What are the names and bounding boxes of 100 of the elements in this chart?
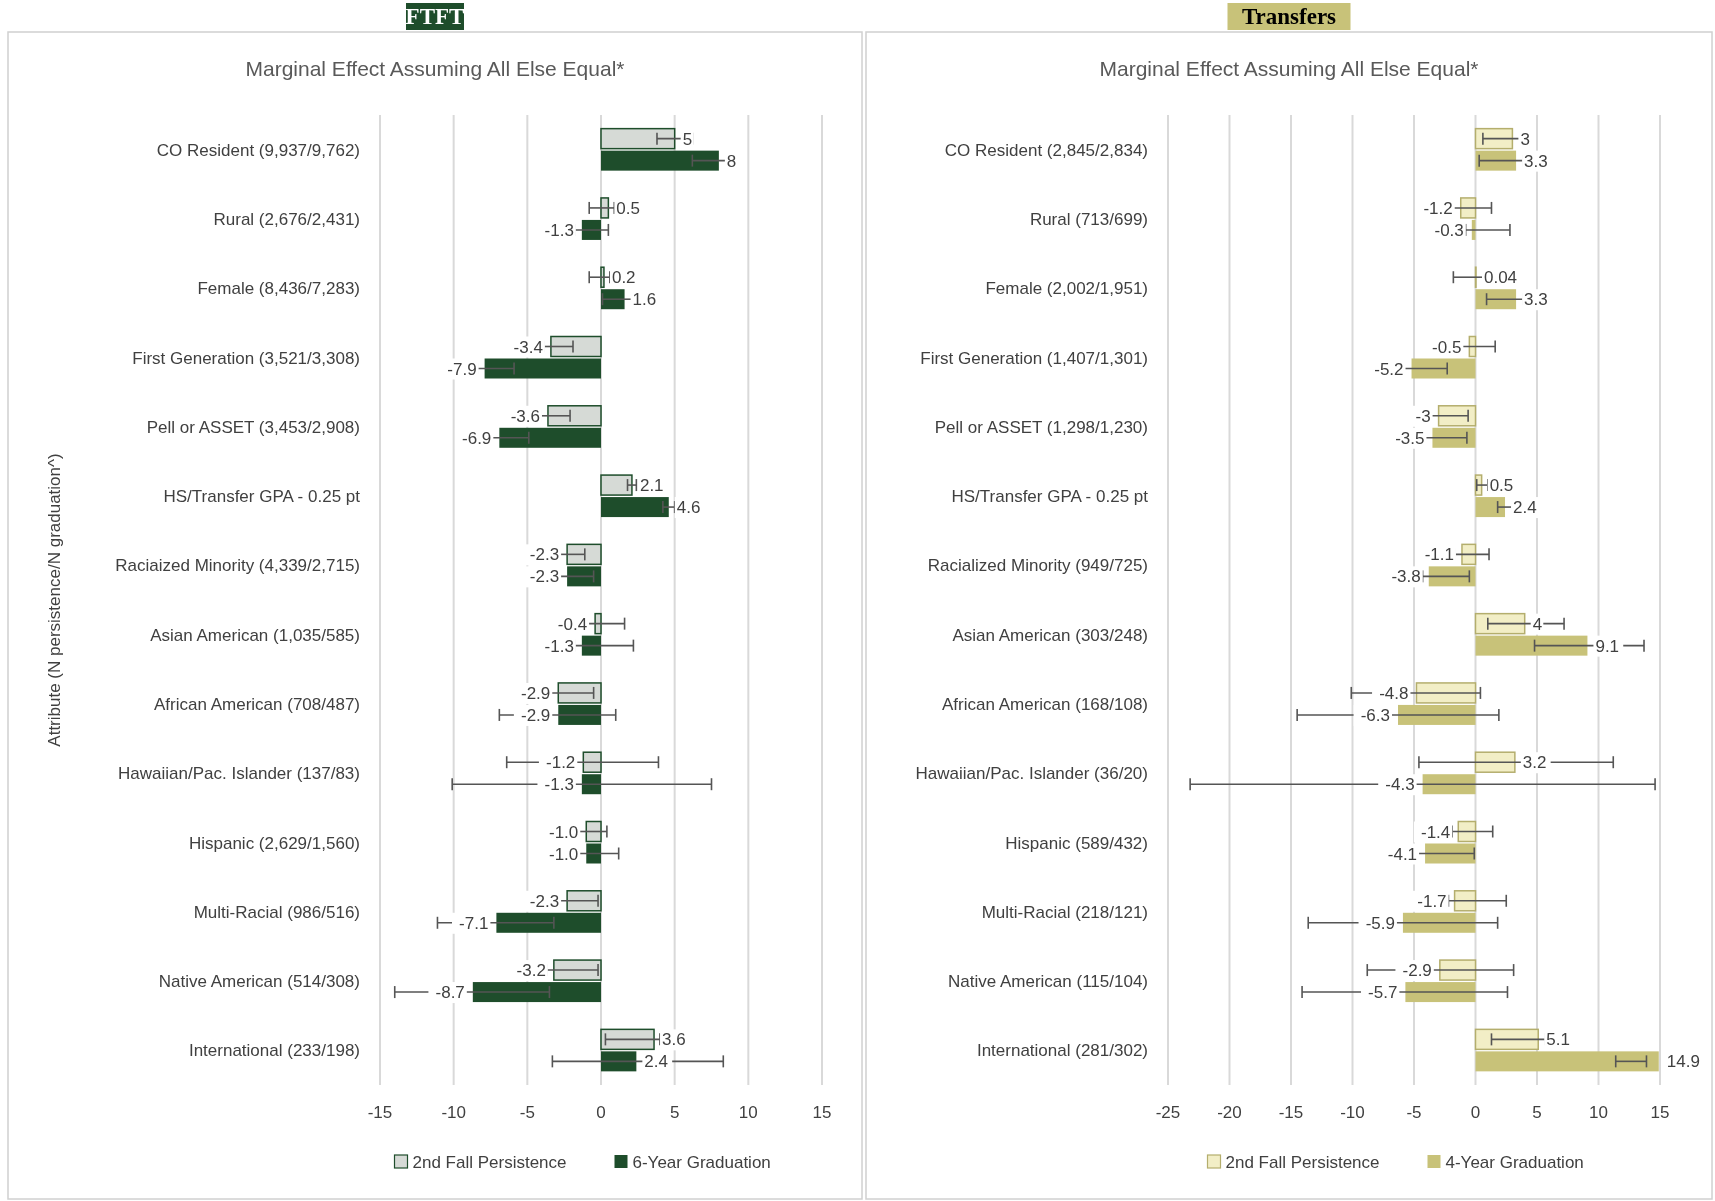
- data-label: -2.3: [529, 567, 560, 587]
- x-tick-label: -5: [519, 1103, 535, 1122]
- y-tick-label: HS/Transfer GPA - 0.25 pt: [951, 487, 1149, 507]
- data-label: -3.4: [513, 337, 543, 357]
- data-label: 8: [726, 151, 737, 171]
- data-label: 0.5: [616, 198, 641, 218]
- data-label: -3.5: [1395, 428, 1425, 448]
- chart-title: Transfers: [1241, 4, 1337, 29]
- y-tick-label: Asian American (303/248): [952, 625, 1148, 645]
- x-tick-label: 0: [596, 1103, 606, 1122]
- data-label: -7.9: [447, 359, 477, 379]
- data-label: 14.9: [1666, 1052, 1700, 1072]
- data-label: 0.5: [1489, 476, 1514, 496]
- data-label: -2.9: [1402, 961, 1432, 981]
- data-label: -5.7: [1368, 983, 1398, 1003]
- y-tick-label: Hispanic (2,629/1,560): [188, 833, 360, 853]
- data-label: -3.6: [510, 406, 540, 426]
- x-tick-label: 10: [1589, 1103, 1608, 1122]
- data-label: 4.6: [676, 498, 701, 518]
- data-label: -1.3: [544, 775, 574, 795]
- x-tick-label: 15: [812, 1103, 832, 1122]
- legend-label: 2nd Fall Persistence: [1225, 1153, 1380, 1172]
- data-label: 4: [1532, 614, 1543, 634]
- y-tick-label: Native American (514/308): [158, 972, 360, 992]
- y-tick-label: Pell or ASSET (1,298/1,230): [934, 417, 1148, 437]
- y-tick-label: Pell or ASSET (3,453/2,908): [146, 417, 360, 437]
- y-tick-label: CO Resident (2,845/2,834): [944, 140, 1148, 160]
- data-label: -4.3: [1385, 775, 1415, 795]
- data-label: 2.1: [639, 476, 664, 496]
- x-tick-label: -5: [1406, 1103, 1422, 1122]
- x-tick-label: 0: [1470, 1103, 1481, 1122]
- data-label: -8.7: [435, 983, 465, 1003]
- y-tick-label: International (233/198): [188, 1041, 360, 1061]
- data-label: -4.1: [1387, 844, 1418, 864]
- data-label: 3.3: [1524, 151, 1548, 171]
- legend-label: 4-Year Graduation: [1445, 1153, 1584, 1172]
- data-label: -6.3: [1360, 705, 1391, 725]
- data-label: -1.2: [546, 753, 576, 773]
- data-label: -0.4: [557, 614, 588, 634]
- y-tick-label: African American (708/487): [154, 694, 360, 714]
- y-tick-label: Hispanic (589/432): [1005, 833, 1148, 853]
- x-tick-label: -10: [1340, 1103, 1365, 1122]
- data-label: -4.8: [1379, 683, 1409, 703]
- x-tick-label: -15: [367, 1103, 393, 1122]
- data-label: -1.0: [548, 822, 579, 842]
- data-label: -1.4: [1420, 822, 1451, 842]
- y-tick-label: Raciaized Minority (4,339/2,715): [115, 556, 360, 576]
- data-label: 3.2: [1522, 753, 1547, 773]
- chart-subtitle: Marginal Effect Assuming All Else Equal*: [1099, 57, 1479, 80]
- data-label: 1.6: [632, 290, 657, 310]
- y-tick-label: African American (168/108): [942, 694, 1148, 714]
- y-tick-label: First Generation (1,407/1,301): [920, 348, 1148, 368]
- data-label: 5: [682, 129, 693, 149]
- y-tick-label: First Generation (3,521/3,308): [132, 348, 360, 368]
- data-label: -1.3: [544, 636, 574, 656]
- y-tick-label: Multi-Racial (986/516): [193, 902, 360, 922]
- data-label: 0.2: [611, 268, 636, 288]
- x-tick-label: 15: [1650, 1103, 1670, 1122]
- y-tick-label: Native American (115/104): [947, 972, 1148, 992]
- data-label: -7.1: [459, 913, 489, 933]
- data-label: -3: [1415, 406, 1431, 426]
- y-tick-label: International (281/302): [976, 1041, 1148, 1061]
- y-tick-label: HS/Transfer GPA - 0.25 pt: [163, 487, 361, 507]
- data-label: 9.1: [1595, 636, 1620, 656]
- data-label: -6.9: [462, 428, 492, 448]
- data-label: -2.9: [520, 683, 551, 703]
- x-tick-label: 5: [669, 1103, 680, 1122]
- data-label: -0.3: [1434, 220, 1464, 240]
- y-tick-label: Racialized Minority (949/725): [927, 556, 1148, 576]
- data-label: -2.9: [520, 705, 551, 725]
- x-tick-label: -10: [441, 1103, 466, 1122]
- x-tick-label: -20: [1217, 1103, 1242, 1122]
- y-tick-label: Rural (2,676/2,431): [213, 209, 360, 229]
- chart-subtitle: Marginal Effect Assuming All Else Equal*: [245, 57, 625, 80]
- x-tick-label: 5: [1532, 1103, 1542, 1122]
- data-label: -1.2: [1423, 198, 1453, 218]
- x-tick-label: 10: [738, 1103, 758, 1122]
- data-label: 2.4: [1513, 498, 1537, 518]
- x-tick-label: -25: [1155, 1103, 1181, 1122]
- data-label: -1.0: [548, 844, 579, 864]
- y-tick-label: CO Resident (9,937/9,762): [156, 140, 360, 160]
- data-label: 2.4: [644, 1052, 668, 1072]
- y-tick-label: Hawaiian/Pac. Islander (36/20): [915, 764, 1148, 784]
- data-label: -2.3: [529, 545, 560, 565]
- y-tick-label: Hawaiian/Pac. Islander (137/83): [118, 764, 360, 784]
- data-label: -5.2: [1374, 359, 1404, 379]
- y-tick-label: Female (8,436/7,283): [197, 279, 360, 299]
- y-tick-label: Rural (713/699): [1029, 209, 1148, 229]
- data-label: 3: [1520, 129, 1530, 149]
- data-label: -1.1: [1424, 545, 1454, 565]
- y-tick-label: Asian American (1,035/585): [150, 625, 360, 645]
- data-label: -1.7: [1417, 891, 1447, 911]
- data-label: -3.2: [516, 961, 546, 981]
- legend-label: 2nd Fall Persistence: [412, 1153, 567, 1172]
- y-axis-title: Attribute (N persistence/N graduation^): [45, 453, 64, 747]
- x-tick-label: -15: [1278, 1103, 1304, 1122]
- data-label: -0.5: [1432, 337, 1462, 357]
- y-tick-label: Female (2,002/1,951): [985, 279, 1148, 299]
- y-tick-label: Multi-Racial (218/121): [981, 902, 1148, 922]
- data-label: 3.6: [662, 1030, 686, 1050]
